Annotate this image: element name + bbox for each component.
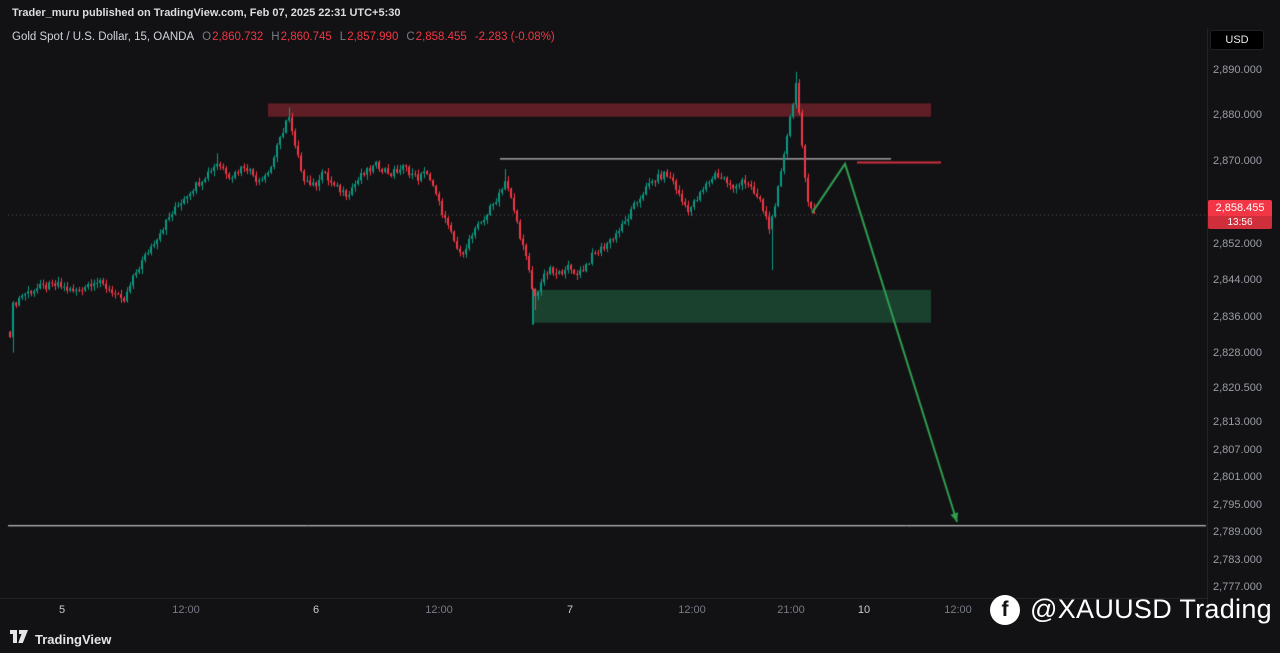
time-axis-label: 10 (857, 604, 871, 616)
time-axis-label: 12:00 (172, 604, 200, 616)
close-label: C (406, 31, 415, 43)
time-axis-label: 21:00 (777, 604, 805, 616)
time-axis-label: 12:00 (678, 604, 706, 616)
close-value: 2,858.455 (415, 31, 467, 43)
ohlc-open: O2,860.732 (202, 31, 263, 43)
ohlc-high: H2,860.745 (271, 31, 331, 43)
time-axis-label: 6 (312, 604, 320, 616)
time-axis-label: 5 (58, 604, 66, 616)
price-axis-separator (1207, 28, 1208, 622)
high-label: H (271, 31, 280, 43)
high-value: 2,860.745 (280, 31, 332, 43)
currency-button[interactable]: USD (1210, 30, 1264, 50)
facebook-icon: f (990, 594, 1020, 625)
time-axis-label: 7 (566, 604, 574, 616)
publish-bar: Trader_muru published on TradingView.com… (0, 0, 1280, 27)
bar-countdown: 13:56 (1208, 216, 1272, 230)
low-label: L (339, 31, 347, 43)
watermark-handle: @XAUUSD Trading (1030, 594, 1272, 624)
change-value: -2.283 (-0.08%) (474, 31, 555, 43)
open-label: O (202, 31, 212, 43)
ohlc-low: L2,857.990 (340, 31, 399, 43)
tradingview-logo-text: TradingView (35, 631, 112, 647)
tradingview-logo[interactable]: TradingView (10, 630, 111, 648)
current-price-value: 2,858.455 (1215, 202, 1265, 215)
time-axis-separator (0, 598, 1207, 599)
tradingview-mark-icon (10, 630, 28, 648)
ohlc-close: C2,858.455 (406, 31, 466, 43)
current-price-label: 2,858.455 13:56 (1208, 200, 1272, 230)
publish-info-text: Trader_muru published on TradingView.com… (12, 7, 401, 19)
watermark: f @XAUUSD Trading (990, 594, 1272, 625)
low-value: 2,857.990 (347, 31, 399, 43)
symbol-info-bar: Gold Spot / U.S. Dollar, 15, OANDA O2,86… (12, 31, 555, 43)
symbol-title[interactable]: Gold Spot / U.S. Dollar, 15, OANDA (12, 31, 195, 43)
time-axis-label: 12:00 (944, 604, 972, 616)
time-axis[interactable]: 5 12:00 6 12:00 7 12:00 21:00 10 12:00 (0, 598, 1207, 624)
open-value: 2,860.732 (212, 31, 264, 43)
time-axis-label: 12:00 (425, 604, 453, 616)
